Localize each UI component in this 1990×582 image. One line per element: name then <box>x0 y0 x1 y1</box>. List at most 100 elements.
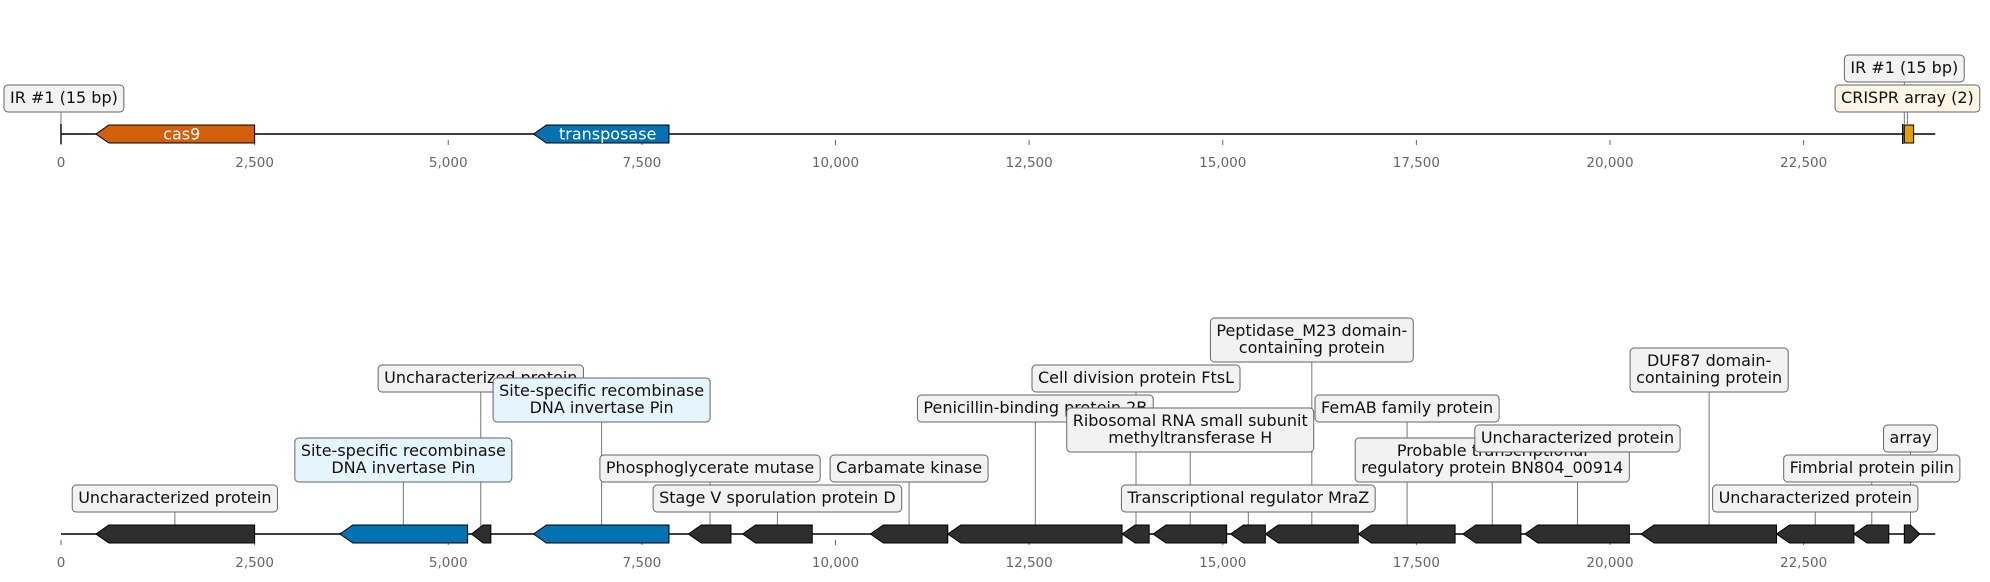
callout-box <box>71 484 278 513</box>
transposase-gene-arrow[interactable] <box>338 524 469 544</box>
callout-box <box>1712 484 1919 513</box>
feature-callout[interactable]: Carbamate kinase <box>829 454 989 483</box>
gene-arrow[interactable] <box>1152 524 1228 544</box>
tick-label: 15,000 <box>1199 155 1246 171</box>
gene-arrow[interactable] <box>1264 524 1359 544</box>
tick-label: 2,500 <box>235 155 274 171</box>
callout-box <box>1120 484 1376 513</box>
gene-arrow[interactable] <box>1121 524 1150 544</box>
tick-label: 5,000 <box>429 555 468 571</box>
callout-box <box>492 377 711 423</box>
callout-box <box>1834 84 1981 113</box>
feature-callout[interactable]: Fimbrial protein pilin <box>1783 454 1961 483</box>
crispr-gene-arrow[interactable] <box>1903 124 1915 144</box>
callout-label: CRISPR array (2) <box>1841 88 1974 107</box>
transposase-gene-arrow[interactable] <box>532 124 670 144</box>
gene-arrow[interactable] <box>1461 524 1522 544</box>
feature-callout[interactable]: FemAB family protein <box>1314 394 1500 423</box>
callout-box <box>1783 454 1961 483</box>
top-track-panel: 0 2,500 5,000 7,500 10,000 12,500 15,000 17,500… <box>3 54 1981 171</box>
tick-label: 10,000 <box>812 155 859 171</box>
gene-arrow[interactable] <box>1903 524 1921 544</box>
tick-label: 0 <box>57 555 66 571</box>
feature-callout[interactable]: Stage V sporulation protein D <box>652 484 903 513</box>
feature-callout[interactable]: Peptidase_M23 domain-containing protein <box>1209 317 1414 363</box>
feature-callout[interactable]: Uncharacterized protein <box>71 484 278 513</box>
callout-box <box>829 454 989 483</box>
callout-box <box>1474 424 1681 453</box>
gene-inline-label: cas9 <box>163 125 200 144</box>
tick-label: 2,500 <box>235 555 274 571</box>
feature-callout[interactable]: Uncharacterized protein <box>1474 424 1681 453</box>
callout-box <box>1031 364 1241 393</box>
callout-label: Fimbrial protein pilin <box>1790 458 1954 477</box>
gene-arrow[interactable] <box>1853 524 1890 544</box>
feature-callout[interactable]: array <box>1883 424 1938 453</box>
gene-arrow[interactable] <box>1357 524 1456 544</box>
transposase-gene-arrow[interactable] <box>532 524 670 544</box>
feature-callout[interactable]: Cell division protein FtsL <box>1031 364 1241 393</box>
callout-label: array <box>1890 428 1932 447</box>
bottom-track-panel: 0 2,500 5,000 7,500 10,000 12,500 15,000 17,500… <box>57 317 1961 571</box>
callout-label: Stage V sporulation protein D <box>659 488 896 507</box>
feature-callout[interactable]: DUF87 domain-containing protein <box>1629 347 1789 393</box>
tick-label: 0 <box>57 155 66 171</box>
feature-callout[interactable]: Transcriptional regulator MraZ <box>1120 484 1376 513</box>
tick-label: 22,500 <box>1780 555 1827 571</box>
callout-label: Ribosomal RNA small subunit methyltransfe… <box>1073 411 1308 447</box>
gene-arrow[interactable] <box>1640 524 1778 544</box>
feature-callout[interactable]: Uncharacterized protein <box>1712 484 1919 513</box>
gene-arrow[interactable] <box>94 524 256 544</box>
gene-inline-label: transposase <box>559 125 656 144</box>
callout-label: Phosphoglycerate mutase <box>606 458 814 477</box>
callout-box <box>294 437 513 483</box>
gene-arrow[interactable] <box>1523 524 1630 544</box>
feature-callout[interactable]: CRISPR array (2) <box>1834 84 1981 113</box>
gene-arrow[interactable] <box>687 524 732 544</box>
tick-label: 17,500 <box>1393 555 1440 571</box>
callout-label: Uncharacterized protein <box>1481 428 1674 447</box>
tick-label: 20,000 <box>1586 555 1633 571</box>
gene-arrow[interactable] <box>470 524 492 544</box>
tick-label: 15,000 <box>1199 555 1246 571</box>
callout-box <box>652 484 903 513</box>
gene-arrow[interactable] <box>1229 524 1266 544</box>
callout-label: Site-specific recombinase DNA invertase P… <box>301 441 506 477</box>
feature-callout[interactable]: IR #1 (15 bp) <box>3 84 125 113</box>
tick-label: 7,500 <box>623 555 662 571</box>
tick-label: 20,000 <box>1586 155 1633 171</box>
callout-box <box>1629 347 1789 393</box>
cas9-gene-arrow[interactable] <box>94 124 256 144</box>
feature-callout[interactable]: IR #1 (15 bp) <box>1843 54 1965 83</box>
feature-callout[interactable]: Site-specific recombinase DNA invertase P… <box>294 437 513 483</box>
callout-label: Peptidase_M23 domain-containing protein <box>1216 321 1407 357</box>
callout-label: Uncharacterized protein <box>78 488 271 507</box>
tick-label: 5,000 <box>429 155 468 171</box>
tick-label: 10,000 <box>812 555 859 571</box>
gene-arrow[interactable] <box>1775 524 1855 544</box>
gene-arrow[interactable] <box>741 524 813 544</box>
callout-box <box>3 84 125 113</box>
callout-label: Uncharacterized protein <box>1719 488 1912 507</box>
callout-label: Site-specific recombinase DNA invertase P… <box>499 381 704 417</box>
callout-label: Transcriptional regulator MraZ <box>1126 488 1369 507</box>
callout-box <box>1209 317 1414 363</box>
callout-box <box>1883 424 1938 453</box>
callout-box <box>1843 54 1965 83</box>
tick-label: 12,500 <box>1006 155 1053 171</box>
tick-label: 7,500 <box>623 155 662 171</box>
tick-label: 22,500 <box>1780 155 1827 171</box>
feature-callout[interactable]: Site-specific recombinase DNA invertase P… <box>492 377 711 423</box>
callout-box <box>1314 394 1500 423</box>
gene-arrow[interactable] <box>946 524 1123 544</box>
gene-arrow[interactable] <box>869 524 949 544</box>
callout-box <box>1066 407 1315 453</box>
callout-label: Cell division protein FtsL <box>1038 368 1234 387</box>
callout-box <box>599 454 821 483</box>
tick-label: 17,500 <box>1393 155 1440 171</box>
callout-label: IR #1 (15 bp) <box>10 88 118 107</box>
callout-label: FemAB family protein <box>1321 398 1493 417</box>
feature-callout[interactable]: Ribosomal RNA small subunit methyltransfe… <box>1066 407 1315 453</box>
feature-callout[interactable]: Phosphoglycerate mutase <box>599 454 821 483</box>
